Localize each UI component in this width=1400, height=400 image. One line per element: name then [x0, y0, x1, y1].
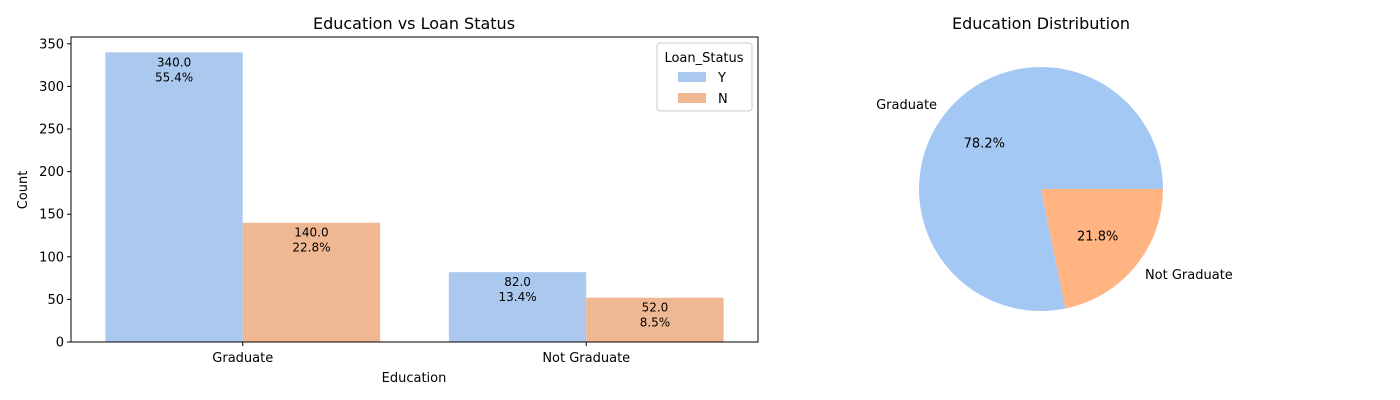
legend-swatch-n: [678, 93, 706, 103]
pie-pct-label: 21.8%: [1077, 229, 1118, 244]
y-tick-label: 50: [47, 293, 64, 308]
bar-y-graduate: [105, 52, 243, 342]
y-tick-label: 200: [39, 165, 64, 180]
legend-title: Loan_Status: [664, 51, 743, 66]
legend-label-n: N: [718, 92, 728, 107]
y-tick-label: 300: [39, 80, 64, 95]
bar-n-not-graduate: [586, 297, 724, 342]
pie-labels: 78.2% Graduate 21.8% Not Graduate: [876, 98, 1233, 283]
bar-chart-data-labels: 340.055.4% 82.013.4% 140.022.8% 52.08.5%: [155, 55, 670, 329]
bar-data-label: 55.4%: [155, 70, 193, 84]
x-axis: Graduate Not Graduate: [212, 342, 630, 366]
y-tick-label: 150: [39, 208, 64, 223]
pie-category-label: Graduate: [876, 98, 937, 113]
y-tick-label: 350: [39, 37, 64, 52]
pie-chart: Education Distribution 78.2% Graduate 21.8…: [876, 14, 1233, 312]
y-axis: 0 50 100 150 200 250 300 350: [39, 37, 71, 351]
bar-data-label: 52.0: [642, 301, 669, 315]
pie-slice-graduate: [918, 67, 1163, 312]
bar-data-label: 82.0: [504, 275, 531, 289]
bar-data-label: 340.0: [157, 55, 191, 69]
bar-chart-bars: [105, 52, 724, 342]
bar-data-label: 8.5%: [640, 316, 671, 330]
pie-slices: [918, 67, 1163, 312]
x-axis-label: Education: [382, 371, 447, 386]
y-axis-label: Count: [16, 171, 31, 210]
bar-chart: Education vs Loan Status 340.055.4%82.01…: [16, 14, 759, 386]
bar-n-graduate: [242, 222, 381, 342]
pie-pct-label: 78.2%: [964, 137, 1005, 152]
y-tick-label: 0: [56, 336, 64, 351]
pie-slice-not-graduate: [1041, 189, 1163, 309]
x-tick-label: Graduate: [212, 351, 273, 366]
pie-chart-title: Education Distribution: [952, 14, 1130, 33]
bar-data-label: 140.0: [294, 226, 328, 240]
bar-y-not-graduate: [448, 272, 587, 342]
legend: Loan_Status Y N: [656, 42, 753, 112]
plot-frame: [70, 36, 759, 343]
x-tick-label: Not Graduate: [542, 351, 630, 366]
legend-swatch-y: [678, 72, 706, 82]
pie-category-label: Not Graduate: [1145, 268, 1233, 283]
bar-data-label: 22.8%: [292, 241, 330, 255]
bar-data-label: 13.4%: [498, 290, 536, 304]
bar-chart-title: Education vs Loan Status: [313, 14, 515, 33]
legend-label-y: Y: [717, 71, 726, 86]
y-tick-label: 250: [39, 123, 64, 138]
y-tick-label: 100: [39, 250, 64, 265]
